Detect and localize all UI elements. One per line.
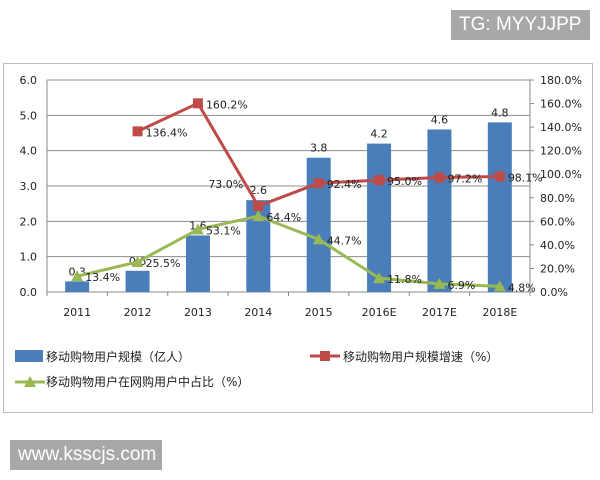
line-label: 160.2% xyxy=(206,98,248,111)
bar xyxy=(487,122,512,293)
line-label: 53.1% xyxy=(206,224,241,237)
bar-label: 3.8 xyxy=(310,142,328,155)
line-label: 64.4% xyxy=(266,211,301,224)
y-right-tick: 0.0% xyxy=(540,286,568,299)
y-left-tick: 6.0 xyxy=(20,74,38,87)
chart-frame xyxy=(3,63,593,413)
line-label: 97.2% xyxy=(447,173,482,186)
legend-triangle-icon xyxy=(24,376,36,387)
square-marker xyxy=(374,175,385,186)
triangle-marker xyxy=(131,255,144,267)
triangle-marker xyxy=(493,280,506,292)
line-label: 11.8% xyxy=(387,273,422,286)
y-left-tick: 2.0 xyxy=(20,215,38,228)
x-tick: 2014 xyxy=(244,306,272,319)
triangle-marker xyxy=(373,272,386,284)
y-right-tick: 140.0% xyxy=(540,121,582,134)
bar-label: 4.8 xyxy=(491,106,509,119)
line-label: 73.0% xyxy=(208,178,243,191)
line-label: 4.8% xyxy=(508,281,536,294)
y-left-tick: 0.0 xyxy=(20,286,38,299)
y-right-tick: 160.0% xyxy=(540,98,582,111)
watermark-bottom: www.ksscjs.com xyxy=(10,440,162,470)
y-right-tick: 40.0% xyxy=(540,239,575,252)
bar-label: 4.6 xyxy=(431,113,449,126)
x-tick: 2018E xyxy=(482,306,517,319)
square-marker xyxy=(494,171,505,182)
x-tick: 2016E xyxy=(362,306,397,319)
square-marker xyxy=(192,98,203,109)
watermark-top: TG: MYYJJPP xyxy=(451,10,590,40)
legend-label: 移动购物用户在网购用户中占比（%） xyxy=(46,374,249,389)
x-tick: 2015 xyxy=(305,306,333,319)
bar xyxy=(427,129,452,292)
x-tick: 2013 xyxy=(184,306,212,319)
triangle-marker xyxy=(191,223,204,235)
y-right-tick: 60.0% xyxy=(540,215,575,228)
triangle-marker xyxy=(312,233,325,245)
y-right-tick: 80.0% xyxy=(540,192,575,205)
triangle-marker xyxy=(71,270,84,282)
bar-label: 4.2 xyxy=(370,128,388,141)
line-label: 92.4% xyxy=(327,178,362,191)
y-right-tick: 100.0% xyxy=(540,168,582,181)
x-tick: 2011 xyxy=(63,306,91,319)
y-right-tick: 120.0% xyxy=(540,145,582,158)
line-label: 13.4% xyxy=(85,271,120,284)
square-marker xyxy=(313,178,324,189)
y-left-tick: 4.0 xyxy=(20,145,38,158)
line-label: 98.1% xyxy=(508,171,543,184)
series-line xyxy=(76,214,500,288)
bar-label: 2.6 xyxy=(250,184,268,197)
line-label: 6.9% xyxy=(447,279,475,292)
bar xyxy=(367,143,392,292)
bar xyxy=(185,235,210,292)
square-marker xyxy=(132,126,143,137)
x-tick: 2017E xyxy=(422,306,457,319)
line-label: 25.5% xyxy=(146,257,181,270)
line-label: 44.7% xyxy=(327,234,362,247)
legend-bar-swatch xyxy=(15,350,43,362)
y-left-tick: 3.0 xyxy=(20,180,38,193)
bar xyxy=(125,270,150,292)
legend-label: 移动购物用户规模（亿人） xyxy=(46,349,190,364)
y-right-tick: 180.0% xyxy=(540,74,582,87)
square-marker xyxy=(434,172,445,183)
legend-square-icon xyxy=(320,351,330,361)
triangle-marker xyxy=(252,210,265,222)
bar xyxy=(65,281,90,292)
x-tick: 2012 xyxy=(124,306,152,319)
square-marker xyxy=(253,201,264,212)
y-right-tick: 20.0% xyxy=(540,262,575,275)
legend-label: 移动购物用户规模增速（%） xyxy=(343,349,498,364)
line-label: 136.4% xyxy=(146,126,188,139)
line-label: 95.0% xyxy=(387,175,422,188)
y-left-tick: 5.0 xyxy=(20,109,38,122)
triangle-marker xyxy=(433,277,446,289)
y-left-tick: 1.0 xyxy=(20,251,38,264)
